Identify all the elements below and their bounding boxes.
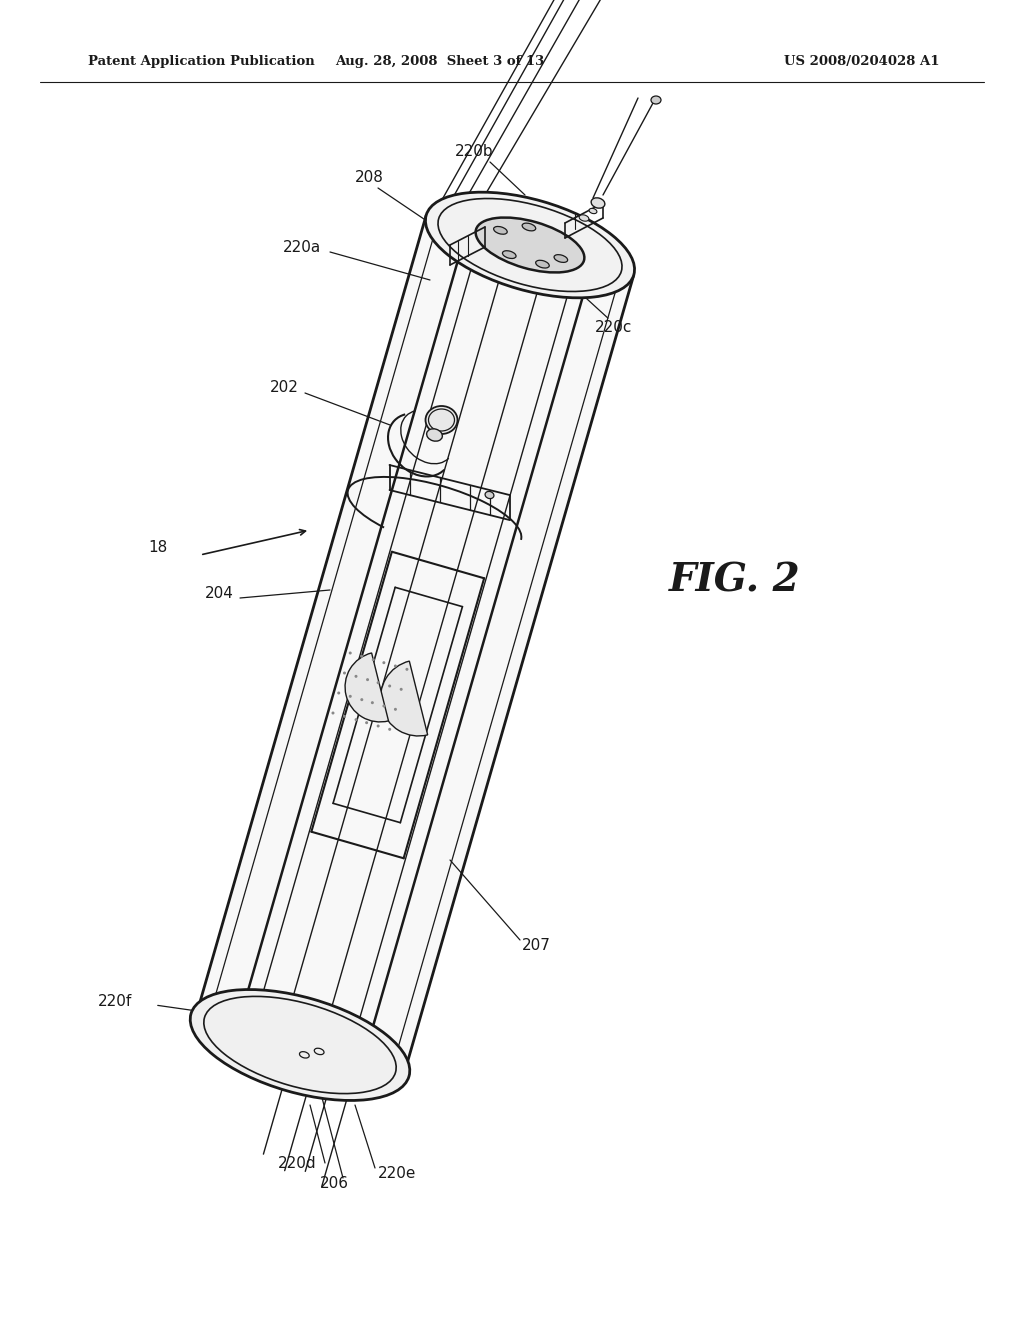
Text: 18: 18 [148, 540, 167, 556]
Ellipse shape [366, 721, 368, 725]
Ellipse shape [427, 429, 442, 441]
Ellipse shape [371, 701, 374, 704]
Ellipse shape [388, 685, 391, 688]
Wedge shape [345, 653, 388, 722]
Ellipse shape [382, 705, 385, 708]
Ellipse shape [536, 260, 549, 268]
Ellipse shape [589, 209, 597, 214]
Text: 220c: 220c [595, 321, 633, 335]
Ellipse shape [332, 711, 335, 714]
Text: 202: 202 [270, 380, 299, 396]
Ellipse shape [388, 727, 391, 731]
Ellipse shape [494, 227, 507, 234]
Ellipse shape [522, 223, 536, 231]
Ellipse shape [475, 218, 585, 272]
Ellipse shape [360, 698, 364, 701]
Ellipse shape [591, 198, 605, 209]
Ellipse shape [382, 661, 385, 664]
Ellipse shape [377, 725, 380, 727]
Ellipse shape [554, 255, 567, 263]
Text: 220b: 220b [455, 144, 494, 160]
Text: FIG. 2: FIG. 2 [670, 561, 801, 599]
Text: 204: 204 [205, 586, 233, 601]
Text: Aug. 28, 2008  Sheet 3 of 13: Aug. 28, 2008 Sheet 3 of 13 [336, 55, 545, 69]
Ellipse shape [426, 407, 458, 434]
Ellipse shape [354, 718, 357, 721]
Ellipse shape [343, 715, 346, 718]
Ellipse shape [377, 681, 380, 684]
Ellipse shape [651, 96, 662, 104]
Ellipse shape [354, 675, 357, 678]
Text: 220e: 220e [378, 1166, 417, 1180]
Wedge shape [381, 661, 428, 737]
Ellipse shape [503, 251, 516, 259]
Ellipse shape [343, 672, 346, 675]
Ellipse shape [337, 692, 340, 694]
Text: 220f: 220f [98, 994, 132, 1010]
Ellipse shape [349, 694, 352, 698]
Text: 206: 206 [319, 1176, 349, 1191]
Ellipse shape [372, 659, 375, 661]
Ellipse shape [580, 215, 589, 222]
Ellipse shape [399, 688, 402, 690]
Polygon shape [197, 215, 634, 1074]
Ellipse shape [406, 668, 409, 671]
Text: Patent Application Publication: Patent Application Publication [88, 55, 314, 69]
Ellipse shape [485, 491, 494, 499]
Ellipse shape [349, 652, 351, 655]
Ellipse shape [394, 708, 397, 710]
Text: 208: 208 [355, 170, 384, 186]
Text: 220a: 220a [283, 239, 322, 255]
Text: US 2008/0204028 A1: US 2008/0204028 A1 [784, 55, 940, 69]
Ellipse shape [425, 193, 635, 298]
Ellipse shape [190, 990, 410, 1101]
Text: 207: 207 [522, 937, 551, 953]
Text: 220d: 220d [278, 1155, 316, 1171]
Ellipse shape [360, 655, 364, 657]
Ellipse shape [366, 678, 369, 681]
Ellipse shape [394, 664, 397, 668]
